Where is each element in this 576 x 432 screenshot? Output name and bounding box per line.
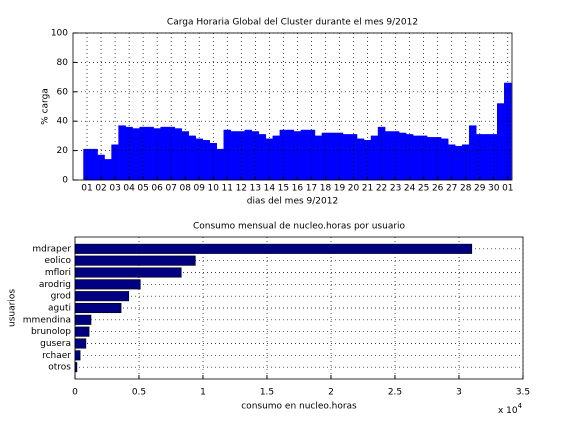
x-tick-label: 1.5 [260,388,274,398]
y-tick-label: eolico [45,256,72,266]
x-multiplier-exp: 4 [518,402,523,410]
x-tick-label: 05 [137,184,148,194]
x-tick-label: 3.5 [516,388,530,398]
x-tick-label: 04 [123,184,135,194]
x-tick-label: 25 [418,184,429,194]
y-tick-label: brunolop [31,327,71,337]
x-tick-label: 15 [278,184,289,194]
y-tick-label: mdraper [32,244,71,254]
y-axis-label: % carga [41,88,51,125]
x-tick-label: 19 [334,184,346,194]
axes-box [74,236,524,380]
y-tick-label: 80 [57,58,69,68]
y-tick-label: arodrig [39,280,71,290]
x-axis-label: consumo en nucleo.horas [241,402,357,412]
x-tick-label: 28 [460,184,472,194]
x-tick-label: 08 [179,184,191,194]
y-tick-label: mmendina [23,315,71,325]
y-tick-label: 100 [51,29,68,39]
x-tick-label: 20 [348,184,360,194]
x-tick-label: 26 [432,184,444,194]
x-tick-label: 03 [109,184,120,194]
bar [74,338,87,349]
bar [74,267,182,278]
x-tick-label: 27 [446,184,457,194]
y-axis-label: usuarios [8,289,18,327]
load-area [83,82,512,181]
bar [74,326,90,337]
x-tick-label: 07 [165,184,176,194]
y-tick-label: rchaer [42,351,71,361]
chart-title: Consumo mensual de nucleo.horas por usua… [193,222,406,232]
bar [74,255,196,266]
bar [74,350,81,361]
bar [74,314,92,325]
x-tick-label: 12 [236,184,247,194]
x-tick-label: 30 [488,184,500,194]
y-tick-label: 0 [62,176,68,186]
x-tick-label: 17 [306,184,317,194]
bar [74,243,473,254]
x-tick-label: 22 [376,184,387,194]
x-tick-label: 01 [81,184,92,194]
y-tick-label: otros [48,363,71,373]
y-tick-label: 20 [57,146,69,156]
x-tick-label: 02 [95,184,106,194]
x-tick-label: 09 [194,184,206,194]
bar [74,302,122,314]
x-tick-label: 13 [250,184,261,194]
y-tick-label: 40 [57,117,69,127]
chart-title: Carga Horaria Global del Cluster durante… [167,18,418,28]
axes-box [72,32,513,181]
bar [74,291,130,302]
x-tick-label: 2.5 [388,388,402,398]
x-tick-label: 18 [320,184,332,194]
x-tick-label: 01 [502,184,513,194]
x-tick-label: 10 [208,184,220,194]
x-multiplier-base: x 10 [498,406,518,416]
x-tick-label: 2 [328,388,334,398]
x-tick-label: 0 [72,388,78,398]
x-tick-label: 29 [474,184,486,194]
y-tick-label: gusera [40,339,71,349]
y-tick-label: grod [51,292,71,302]
x-tick-label: 3 [456,388,462,398]
x-tick-label: 16 [292,184,304,194]
bar [74,279,141,290]
y-tick-label: aguti [48,304,71,314]
x-tick-label: 21 [362,184,373,194]
x-tick-label: 1 [200,388,206,398]
y-tick-label: 60 [57,87,69,97]
x-tick-label: 14 [264,184,276,194]
x-axis-label: dias del mes 9/2012 [247,197,338,207]
x-tick-label: 06 [151,184,163,194]
y-tick-label: mflori [45,268,71,278]
x-tick-label: 0.5 [132,388,146,398]
x-multiplier: x 104 [498,402,523,416]
x-tick-label: 23 [390,184,401,194]
x-tick-label: 11 [222,184,233,194]
x-tick-label: 24 [404,184,416,194]
